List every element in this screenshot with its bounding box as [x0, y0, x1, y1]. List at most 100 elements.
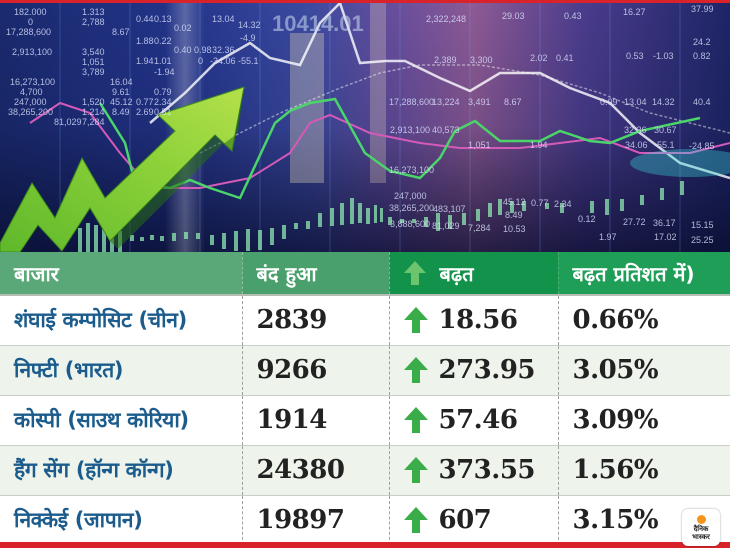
- ticker-number: 7,284: [468, 223, 491, 233]
- ticker-number: 0.43: [564, 11, 582, 21]
- ticker-number: 0.79: [154, 87, 172, 97]
- ticker-number: 1,051: [468, 140, 491, 150]
- gain-percent-value: 3.09%: [558, 394, 730, 445]
- ticker-number: 32.36: [624, 125, 647, 135]
- stock-market-banner-image: 182.000 0 17,288,600 2,913,100 16,273,100 4,7…: [0, 3, 730, 252]
- ticker-number: 0.98: [194, 45, 212, 55]
- ticker-number: 483,107: [433, 204, 466, 214]
- arrow-up-icon: [403, 507, 428, 534]
- table-row: हैंग सेंग (हॉन्ग कॉन्ग) 24380 373.55 1.5…: [0, 444, 730, 495]
- ticker-number: 9.61: [112, 87, 130, 97]
- table-row: निक्केई (जापान) 19897 607 3.15%: [0, 494, 730, 545]
- arrow-up-icon: [403, 357, 428, 383]
- ticker-number: 38,265,200: [8, 107, 54, 117]
- gain-percent-value: 3.05%: [558, 344, 730, 395]
- ticker-number: 81,029: [54, 117, 82, 127]
- table-header-row: बाजार बंद हुआ बढ़त बढ़त प्रतिशत में): [0, 252, 730, 295]
- ticker-number: -4.9: [240, 33, 256, 43]
- gain-value: 273.95: [438, 355, 536, 385]
- ticker-number: 8.67: [112, 27, 130, 37]
- ticker-number: 2,322,248: [426, 14, 467, 24]
- ticker-number: 17,288,600: [6, 27, 52, 37]
- gain-value: 18.56: [438, 305, 518, 336]
- chart-graphic-icon: [0, 3, 730, 252]
- ticker-number: 15.15: [691, 220, 714, 230]
- market-name: निफ्टी (भारत): [0, 344, 243, 395]
- market-table: बाजार बंद हुआ बढ़त बढ़त प्रतिशत में) शंघ…: [0, 252, 730, 545]
- gain-cell: 373.55: [389, 444, 559, 495]
- ticker-number: 0.44: [136, 14, 154, 24]
- ticker-number: 0.09: [600, 97, 618, 107]
- ticker-number: 4,700: [20, 87, 43, 97]
- bottom-accent-bar: [0, 542, 730, 548]
- ticker-number: 1.214: [82, 107, 105, 117]
- ticker-number: 0.02: [174, 23, 192, 33]
- ticker-number: 3,491: [468, 97, 491, 107]
- ticker-number: 29.03: [502, 11, 525, 21]
- ticker-number: 3,540: [82, 47, 105, 57]
- ticker-number: 0.77: [136, 97, 154, 107]
- market-name: निक्केई (जापान): [0, 494, 243, 545]
- ticker-number: 0.77: [531, 198, 549, 208]
- ticker-number: 13,224: [432, 97, 460, 107]
- header-gain: बढ़त: [389, 252, 559, 295]
- ticker-number: -55.1: [238, 56, 259, 66]
- ticker-number: 1.88: [136, 36, 154, 46]
- ticker-number: 37.99: [691, 4, 714, 14]
- table-row: शंघाई कम्पोसिट (चीन) 2839 18.56 0.66%: [0, 294, 730, 345]
- gain-cell: 607: [389, 494, 559, 545]
- ticker-number: -34.06: [210, 56, 236, 66]
- arrow-up-icon: [403, 307, 428, 334]
- ticker-number: 14.32: [238, 20, 261, 30]
- header-gain-label: बढ़त: [439, 261, 474, 286]
- ticker-number: 14.32: [652, 97, 675, 107]
- gain-value: 57.46: [438, 405, 518, 435]
- ticker-number: 13.04: [212, 14, 235, 24]
- ticker-number: 2,788: [82, 17, 105, 27]
- gain-cell: 273.95: [389, 344, 559, 395]
- ticker-number: 34.06: [625, 140, 648, 150]
- header-close: बंद हुआ: [242, 252, 390, 295]
- ticker-number: 38,265,200: [389, 203, 435, 213]
- ticker-number: -1.03: [653, 51, 674, 61]
- sun-dot-icon: [696, 514, 706, 524]
- ticker-number: 24.2: [693, 37, 711, 47]
- ticker-number: 27.72: [623, 217, 646, 227]
- ticker-number: 25.25: [691, 235, 714, 245]
- gain-percent-value: 0.66%: [558, 294, 730, 345]
- big-ticker-number: 10414.01: [272, 11, 364, 36]
- dainik-bhaskar-logo: दैनिक भास्कर: [682, 509, 720, 546]
- ticker-number: 0.40: [174, 45, 192, 55]
- ticker-number: 17,288,600: [389, 97, 435, 107]
- close-value: 24380: [242, 444, 390, 495]
- gain-cell: 57.46: [389, 394, 559, 445]
- ticker-number: 1,520: [82, 97, 105, 107]
- ticker-number: 2,913,100: [12, 47, 53, 57]
- ticker-number: 10.53: [503, 224, 526, 234]
- gain-percent-value: 1.56%: [558, 444, 730, 495]
- arrow-up-icon: [403, 261, 426, 285]
- ticker-number: 2.02: [530, 53, 548, 63]
- close-value: 19897: [242, 494, 390, 545]
- ticker-number: -55.1: [654, 140, 675, 150]
- ticker-number: 40,573: [432, 125, 460, 135]
- ticker-number: 17.02: [654, 232, 677, 242]
- ticker-number: 7,284: [82, 117, 105, 127]
- header-gain-percent: बढ़त प्रतिशत में): [558, 252, 730, 295]
- logo-line-2: भास्कर: [692, 532, 710, 541]
- ticker-number: 8.49: [112, 107, 130, 117]
- ticker-number: 3,888,600: [390, 219, 431, 229]
- ticker-number: 16,273,100: [10, 77, 56, 87]
- close-value: 2839: [242, 294, 390, 345]
- arrow-up-icon: [403, 457, 428, 483]
- close-value: 1914: [242, 394, 390, 445]
- ticker-number: 81,029: [432, 221, 460, 231]
- market-name: हैंग सेंग (हॉन्ग कॉन्ग): [0, 444, 243, 495]
- gain-value: 607: [438, 505, 492, 536]
- market-name: शंघाई कम्पोसिट (चीन): [0, 294, 243, 345]
- ticker-number: 45.12: [110, 97, 133, 107]
- ticker-number: 16.27: [623, 7, 646, 17]
- ticker-number: 3,300: [470, 55, 493, 65]
- ticker-number: 1.01: [154, 56, 172, 66]
- table-row: कोस्पी (साउथ कोरिया) 1914 57.46 3.09%: [0, 394, 730, 445]
